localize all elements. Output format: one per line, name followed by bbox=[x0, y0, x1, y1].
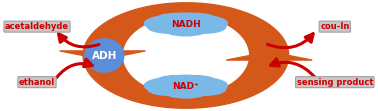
Circle shape bbox=[174, 13, 217, 27]
Circle shape bbox=[180, 16, 228, 31]
Polygon shape bbox=[60, 51, 289, 108]
Circle shape bbox=[148, 82, 189, 95]
Circle shape bbox=[165, 13, 207, 26]
Circle shape bbox=[163, 84, 209, 98]
Circle shape bbox=[165, 75, 207, 88]
Circle shape bbox=[163, 21, 209, 36]
Text: NAD⁺: NAD⁺ bbox=[172, 82, 199, 91]
Circle shape bbox=[180, 78, 228, 93]
Text: cou-In: cou-In bbox=[320, 22, 350, 31]
Circle shape bbox=[154, 14, 218, 34]
Polygon shape bbox=[83, 3, 312, 60]
Circle shape bbox=[184, 82, 226, 95]
Text: ADH: ADH bbox=[92, 51, 117, 60]
Circle shape bbox=[154, 77, 218, 97]
Text: ethanol: ethanol bbox=[19, 78, 55, 87]
Circle shape bbox=[144, 78, 192, 93]
Text: NADH: NADH bbox=[171, 20, 201, 29]
Circle shape bbox=[148, 20, 189, 33]
Circle shape bbox=[174, 76, 217, 89]
Ellipse shape bbox=[85, 39, 124, 72]
Text: acetaldehyde: acetaldehyde bbox=[5, 22, 69, 31]
Circle shape bbox=[155, 13, 198, 27]
Text: sensing product: sensing product bbox=[297, 78, 373, 87]
Circle shape bbox=[155, 76, 198, 89]
Circle shape bbox=[144, 16, 192, 31]
Circle shape bbox=[184, 20, 226, 33]
